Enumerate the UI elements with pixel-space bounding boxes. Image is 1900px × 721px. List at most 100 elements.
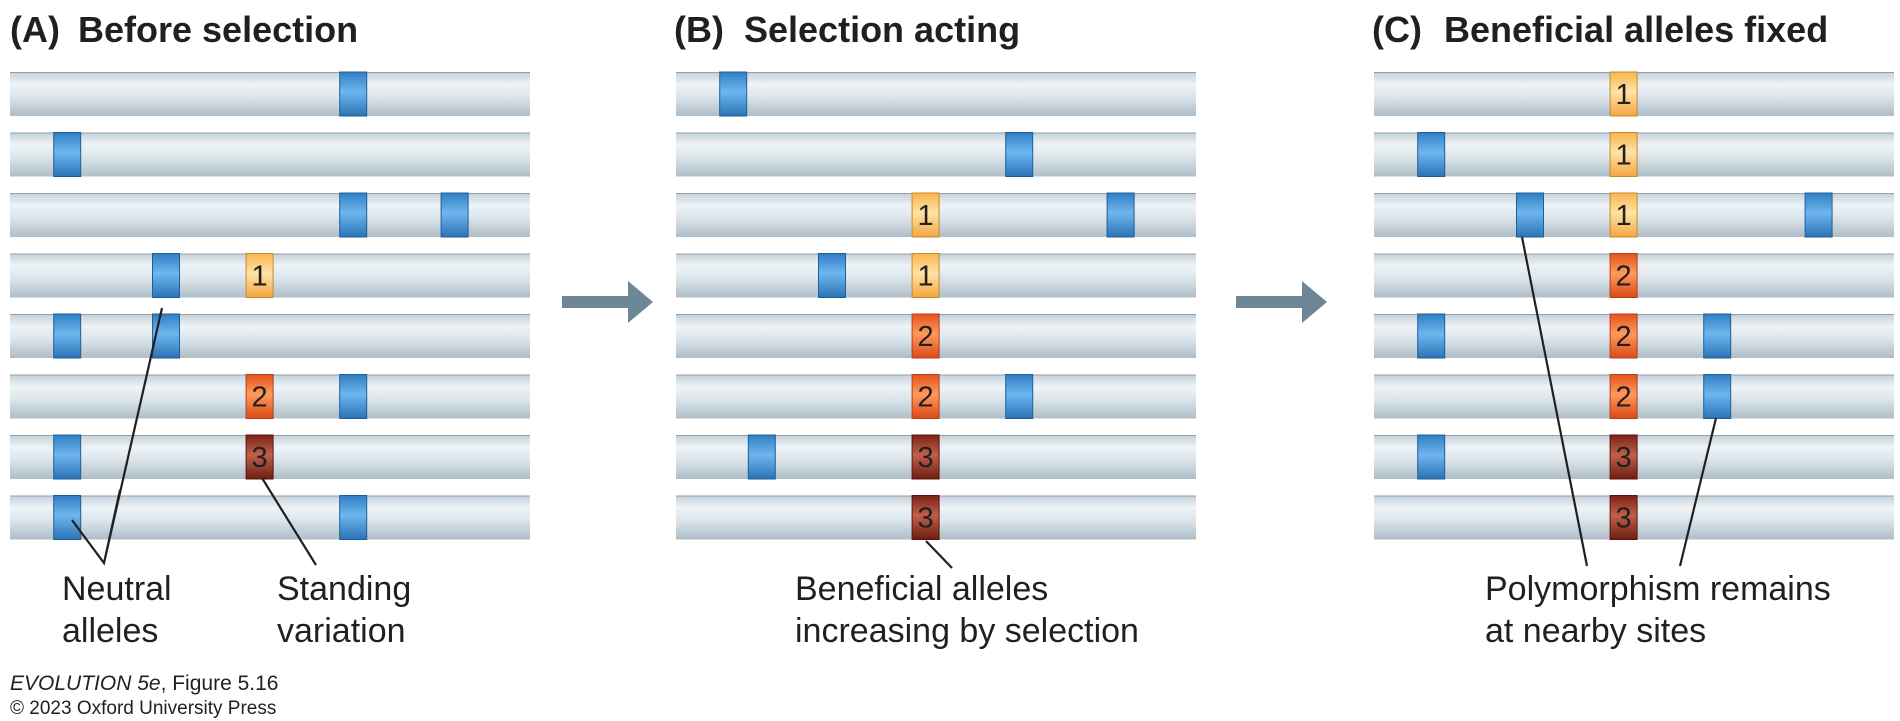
chromosome: 3 [10,434,530,480]
neutral-allele [1106,192,1135,238]
chromosome: 1 [1374,71,1894,117]
chromosome: 2 [676,313,1196,359]
allele-number-label: 2 [918,382,934,414]
neutral-allele [1005,374,1034,419]
allele-number-label: 2 [1616,382,1632,414]
arrow-b-to-c [1236,281,1327,323]
beneficial-allele-1 [911,253,940,298]
panel-a-note-standing: Standing variation [277,570,421,650]
polymorphism-leader-line-right [1678,417,1718,567]
arrow-icon [562,281,653,323]
chromosome-bar [10,72,530,116]
beneficial-allele-3 [245,434,274,480]
neutral-allele [1703,313,1732,359]
panel-c-letter: (C) [1372,9,1422,50]
allele-number-label: 1 [1616,79,1632,111]
chromosome: 1 [10,253,530,298]
chromosome [676,71,1196,117]
beneficial-allele-2 [1609,253,1638,298]
panel-a-letter: (A) [10,9,60,50]
chromosome: 2 [1374,374,1894,419]
allele-number-label: 1 [918,261,934,293]
panel-b-note-beneficial: Beneficial alleles increasing by selecti… [795,570,1139,650]
neutral-allele [152,253,180,298]
beneficial-allele-3 [1609,495,1638,540]
chromosome: 3 [676,434,1196,480]
allele-number-label: 2 [252,382,268,414]
allele-number-label: 1 [252,261,268,293]
beneficial-alleles-leader-line [925,540,953,569]
neutral-allele [719,71,748,117]
panel-a-note-neutral: Neutral alleles [62,570,181,650]
chromosome-bar [10,132,530,177]
allele-number-label: 1 [918,200,934,232]
beneficial-allele-2 [245,374,274,419]
neutral-allele [1417,313,1446,359]
allele-number-label: 2 [1616,321,1632,353]
chromosome-bar [10,314,530,358]
chromosome: 3 [1374,434,1894,480]
neutral-allele [1005,132,1034,177]
beneficial-allele-1 [1609,192,1638,238]
panel-b: (B) Selection acting 1 1 2 2 3 3 Beneficial a… [674,9,1196,650]
chromosome: 1 [1374,192,1894,238]
chromosome [676,132,1196,177]
allele-number-label: 2 [1616,261,1632,293]
chromosome [10,495,530,540]
chromosome: 2 [10,374,530,419]
beneficial-allele-2 [911,374,940,419]
neutral-allele [1417,132,1446,177]
beneficial-allele-1 [1609,132,1638,177]
neutral-allele [1703,374,1732,419]
panel-a-title: Before selection [78,9,358,50]
allele-number-label: 3 [918,442,934,474]
figure-credit: EVOLUTION 5e, Figure 5.16 © 2023 Oxford … [10,672,278,719]
neutral-allele [440,192,469,238]
chromosome: 2 [1374,253,1894,298]
allele-number-label: 3 [1616,442,1632,474]
beneficial-allele-2 [1609,374,1638,419]
beneficial-allele-3 [1609,434,1638,480]
neutral-allele [53,495,82,540]
beneficial-allele-3 [911,434,940,480]
credit-line-2: © 2023 Oxford University Press [10,698,276,719]
neutral-allele [339,495,368,540]
panel-c-chromosomes: 1 1 1 2 2 2 3 3 [1374,71,1894,540]
chromosome: 1 [676,253,1196,298]
chromosome: 1 [1374,132,1894,177]
allele-number-label: 1 [1616,140,1632,172]
credit-line-1: EVOLUTION 5e, Figure 5.16 [10,672,278,695]
allele-number-label: 3 [252,442,268,474]
chromosome: 2 [676,374,1196,419]
allele-number-label: 3 [918,503,934,535]
neutral-allele [1516,192,1544,238]
neutral-allele [747,434,776,480]
arrow-icon [1236,281,1327,323]
beneficial-allele-3 [911,495,940,540]
chromosome: 2 [1374,313,1894,359]
beneficial-allele-2 [1609,313,1638,359]
chromosome-bar [676,72,1196,116]
allele-number-label: 1 [1616,200,1632,232]
neutral-allele [339,374,368,419]
allele-number-label: 2 [918,321,934,353]
panel-b-letter: (B) [674,9,724,50]
neutral-allele [53,313,82,359]
neutral-allele [339,71,368,117]
chromosome: 3 [1374,495,1894,540]
panel-a-chromosomes: 1 2 3 [10,71,530,540]
neutral-allele [1417,434,1446,480]
polymorphism-leader-line-left [1520,236,1589,567]
standing-variation-leader-line [261,477,317,566]
beneficial-allele-1 [245,253,274,298]
neutral-allele [53,132,82,177]
panel-a: (A) Before selection 1 2 3 Neutral alleles… [10,9,530,650]
neutral-alleles-leader-line [71,307,164,566]
beneficial-allele-1 [1609,71,1638,117]
panel-c-note-polymorphism: Polymorphism remains at nearby sites [1485,570,1840,650]
chromosome [10,71,530,117]
chromosome: 3 [676,495,1196,540]
neutral-allele [818,253,846,298]
beneficial-allele-2 [911,313,940,359]
